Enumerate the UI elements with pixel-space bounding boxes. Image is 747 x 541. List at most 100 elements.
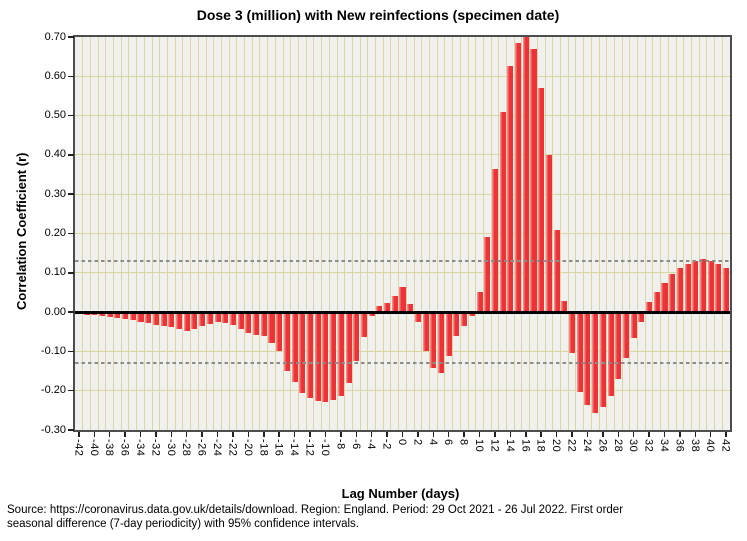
x-axis-tick: [309, 432, 311, 437]
x-axis-tick: [216, 432, 219, 437]
bar-lag-8: [461, 312, 468, 327]
y-axis-tick-label: 0.30: [44, 187, 66, 200]
plot-area: [73, 35, 732, 432]
x-axis-tick: [463, 432, 465, 437]
y-axis-tick-label: 0.00: [44, 305, 66, 318]
x-axis-tick-label: 38: [688, 439, 701, 453]
bar-lag-32: [646, 302, 653, 313]
y-axis-tick-label: 0.60: [44, 69, 66, 82]
x-axis-tick: [355, 432, 357, 437]
x-axis-tick: [447, 432, 450, 437]
x-axis-tick-label: 6: [442, 439, 455, 446]
x-axis-tick: [663, 432, 666, 437]
x-axis-tick-label: 16: [519, 439, 532, 453]
x-axis-tick-label: -10: [318, 439, 331, 457]
x-axis-tick: [432, 432, 435, 437]
bar-lag-11: [484, 237, 491, 313]
bar-lag--2: [384, 303, 391, 313]
bar-lag--38: [106, 312, 113, 317]
bar-lag--32: [152, 312, 159, 325]
x-axis-tick: [555, 432, 558, 437]
x-axis-tick: [417, 432, 419, 437]
bar-lag-39: [699, 259, 707, 313]
x-axis-tick-label: -4: [365, 439, 378, 450]
x-axis-tick-label: -34: [134, 439, 146, 457]
horizontal-gridline: [75, 193, 730, 195]
x-axis-tick-label: 30: [627, 439, 640, 453]
bar-lag--27: [191, 312, 198, 330]
x-axis-tick-label: -12: [303, 439, 316, 457]
x-axis-tick-label: 24: [580, 439, 593, 453]
y-axis-tick-label: -0.30: [40, 423, 66, 436]
bar-lag--34: [137, 312, 144, 322]
bar-lag--21: [237, 312, 244, 329]
source-footer: Source: https://coronavirus.data.gov.uk/…: [7, 503, 743, 531]
bar-lag-42: [723, 268, 730, 313]
chart-title: Dose 3 (million) with New reinfections (…: [196, 7, 560, 23]
x-axis-tick: [648, 432, 650, 437]
x-axis-tick: [386, 432, 388, 437]
x-axis-tick: [509, 432, 512, 437]
x-axis-tick: [401, 432, 404, 437]
x-axis-title: Lag Number (days): [341, 486, 460, 501]
x-axis-tick-label: -16: [272, 439, 285, 457]
x-axis-tick: [170, 432, 173, 437]
y-axis-tick-label: -0.20: [40, 384, 66, 397]
y-axis-tick: [68, 114, 74, 117]
bar-lag--26: [199, 312, 206, 327]
x-axis-tick-label: -20: [241, 439, 254, 457]
bar-lag-19: [545, 154, 552, 313]
y-axis-tick: [68, 36, 74, 38]
bar-lag--31: [160, 312, 167, 326]
x-axis-tick-label: -26: [195, 439, 208, 457]
x-axis-tick: [263, 432, 265, 437]
bar-lag-16: [522, 37, 529, 313]
bar-lag--13: [299, 312, 306, 393]
x-axis-tick-label: 2: [411, 439, 424, 446]
bar-lag--1: [391, 295, 398, 313]
x-axis-tick: [540, 432, 542, 437]
x-axis-tick: [602, 432, 604, 437]
x-axis-tick: [108, 432, 111, 437]
x-axis-tick: [694, 432, 697, 437]
bar-lag--23: [222, 312, 229, 324]
x-axis-tick: [201, 432, 203, 437]
x-axis-tick-label: -14: [288, 439, 301, 457]
y-axis-tick: [68, 272, 74, 274]
x-axis-tick: [324, 432, 327, 437]
bar-lag-12: [491, 168, 498, 313]
bar-lag-36: [676, 268, 683, 313]
x-axis-tick-label: -38: [103, 439, 116, 457]
bar-lag--36: [122, 312, 129, 320]
bar-lag-3: [422, 312, 429, 352]
bar-lag--19: [253, 312, 260, 335]
y-axis-tick-label: -0.10: [40, 344, 66, 357]
bar-lag-34: [661, 282, 668, 313]
horizontal-gridline: [75, 115, 730, 117]
x-axis-tick: [78, 432, 80, 437]
bar-lag--18: [260, 312, 267, 337]
bar-lag-30: [630, 312, 637, 339]
upper-confidence-line: [75, 260, 730, 262]
x-axis-tick: [370, 432, 373, 437]
y-axis-tick-label: 0.70: [44, 30, 66, 43]
x-axis-tick-label: 12: [488, 439, 501, 453]
bar-lag--41: [83, 312, 90, 316]
bar-lag-33: [653, 292, 660, 313]
x-axis-tick-label: -36: [118, 439, 131, 457]
x-axis-tick-label: 36: [673, 439, 686, 453]
bar-lag-31: [638, 312, 645, 322]
x-axis-tick-label: -2: [380, 439, 393, 450]
y-axis-tick-label: 0.10: [44, 266, 66, 279]
footer-line-2: seasonal difference (7-day periodicity) …: [7, 518, 360, 530]
y-axis-tick: [68, 350, 74, 353]
bar-lag--9: [330, 312, 337, 400]
x-axis-tick-label: 10: [473, 439, 486, 453]
x-axis-tick-label: 4: [426, 439, 439, 446]
footer-line-1: Source: https://coronavirus.data.gov.uk/…: [7, 504, 624, 516]
bar-lag--11: [314, 312, 321, 401]
x-axis-tick: [247, 432, 250, 437]
bar-lag-37: [684, 263, 691, 313]
horizontal-gridline: [75, 154, 730, 156]
